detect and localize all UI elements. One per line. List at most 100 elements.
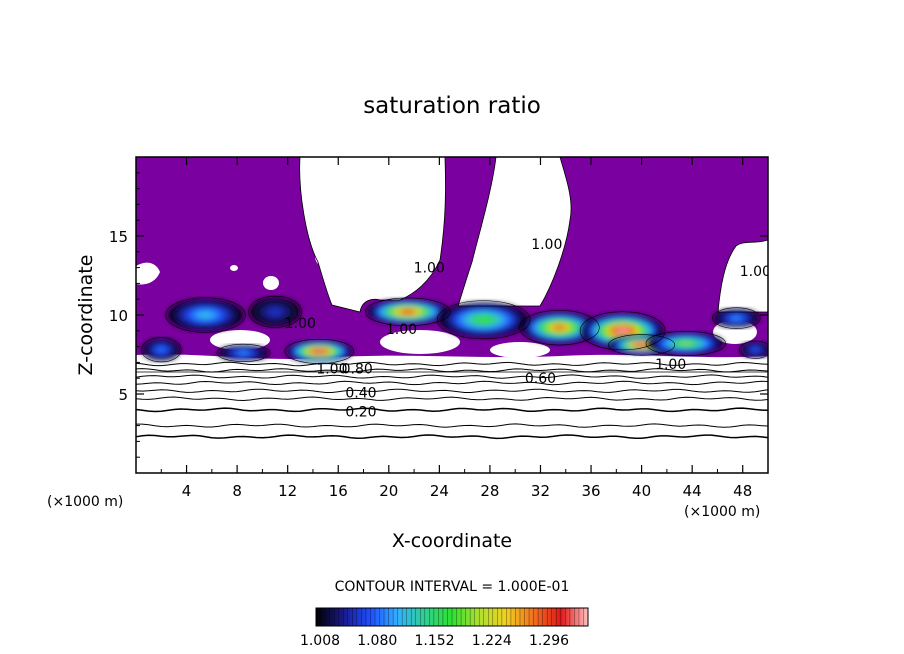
- blob-contour: [216, 343, 271, 362]
- blob-ring: [157, 347, 165, 352]
- x-tick-label: 24: [430, 482, 449, 500]
- blob-contour: [645, 330, 726, 356]
- x-tick-label: 48: [733, 482, 752, 500]
- colorbar-labels: 1.008 1.080 1.152 1.224 1.296: [300, 633, 569, 649]
- contour-label: 0.80: [342, 362, 373, 378]
- supersaturated-blob: [713, 308, 760, 328]
- colorbar-stripes: [320, 608, 584, 626]
- clear-air-patch: [490, 342, 550, 358]
- blob-contour: [519, 309, 600, 346]
- clear-air-patch: [136, 262, 160, 285]
- supersaturated-blob: [249, 297, 301, 327]
- blob-contour: [364, 297, 451, 327]
- supersaturated-blob: [167, 299, 244, 331]
- supersaturated-blob: [740, 341, 768, 358]
- supersaturated-blob: [142, 338, 181, 361]
- blob-ring: [752, 348, 759, 352]
- blob-contour: [436, 300, 531, 340]
- contour-line: [136, 423, 768, 428]
- clear-air-patch: [380, 330, 460, 354]
- x-tick-label: 20: [379, 482, 398, 500]
- contour-line: [136, 374, 768, 379]
- y-tick-label: 10: [109, 307, 128, 325]
- x-tick-label: 44: [683, 482, 702, 500]
- contour-label: 1.00: [531, 237, 562, 253]
- blob-ring: [552, 324, 567, 331]
- x-axis-label: X-coordinate: [392, 530, 512, 552]
- blob-ring: [400, 309, 416, 315]
- supersaturated-blob: [439, 302, 528, 338]
- contour-interval-text: CONTOUR INTERVAL = 1.000E-01: [335, 579, 570, 595]
- plot-area: 0.200.400.601.000.80 1.001.001.001.001.00…: [136, 157, 771, 473]
- supersaturated-blob: [286, 340, 353, 363]
- contour-label: 0.60: [525, 371, 556, 387]
- contour-label: 1.00: [386, 322, 417, 338]
- blob-contour: [579, 311, 666, 351]
- supersaturated-blob: [218, 345, 269, 361]
- y-axis-label: Z-coordinate: [75, 255, 97, 376]
- contour-line: [136, 388, 768, 393]
- x-tick-label: 36: [581, 482, 600, 500]
- blob-ring: [238, 351, 248, 355]
- x-tick-label: 28: [480, 482, 499, 500]
- supersaturated-blob: [647, 332, 724, 355]
- contour-line: [136, 368, 768, 373]
- blob-contour: [712, 307, 761, 329]
- y-tick-label: 5: [118, 386, 128, 404]
- contour-line: [136, 407, 768, 413]
- supersaturated-blob: [367, 299, 449, 325]
- contour-label: 1.00: [414, 261, 445, 277]
- x-tick-label: 4: [182, 482, 192, 500]
- contour-label: 1.00: [285, 316, 316, 332]
- colorbar-label: 1.080: [357, 633, 397, 649]
- contour-line: [136, 434, 768, 440]
- colorbar-label: 1.296: [529, 633, 569, 649]
- subsaturated-speck: [705, 192, 715, 202]
- contour-line: [136, 380, 768, 386]
- colorbar: 1.008 1.080 1.152 1.224 1.296: [300, 607, 589, 649]
- supersaturated-blob: [521, 311, 598, 344]
- blob-contour: [248, 295, 302, 328]
- blob-ring: [679, 341, 693, 346]
- blob-ring: [635, 343, 648, 347]
- x-tick-label: 8: [232, 482, 242, 500]
- colorbar-label: 1.224: [472, 633, 512, 649]
- x-unit-label-right: (×1000 m): [684, 504, 760, 520]
- blob-ring: [198, 312, 213, 318]
- blob-ring: [270, 309, 280, 315]
- colorbar-label: 1.008: [300, 633, 340, 649]
- blob-ring: [615, 327, 630, 334]
- x-tick-label: 40: [632, 482, 651, 500]
- x-axis: 4 8 12 16 20 24 28 32 36 40 44 48: [160, 157, 752, 500]
- blob-ring: [475, 316, 492, 323]
- contour-label: 1.00: [740, 264, 771, 280]
- blob-contour: [165, 297, 246, 333]
- contour-line: [136, 396, 768, 402]
- x-tick-label: 32: [531, 482, 550, 500]
- x-tick-label: 16: [329, 482, 348, 500]
- clear-air-patch: [263, 276, 279, 290]
- contour-label: 1.00: [316, 362, 347, 378]
- clear-air-patch: [230, 265, 238, 271]
- contour-labels: 0.200.400.601.000.80 1.001.001.001.001.00…: [285, 237, 771, 420]
- blob-ring: [313, 349, 326, 354]
- contour-line: [136, 361, 768, 367]
- blob-contour: [284, 338, 355, 364]
- blob-contour: [141, 337, 182, 363]
- contour-lines: [136, 157, 768, 440]
- y-axis: 5 10 15: [109, 172, 768, 458]
- x-unit-label-left: (×1000 m): [47, 494, 123, 510]
- contour-label: 0.20: [345, 404, 376, 420]
- colorbar-label: 1.152: [414, 633, 454, 649]
- y-tick-label: 15: [109, 228, 128, 246]
- saturation-contour: [136, 157, 768, 373]
- clear-air-patch: [315, 247, 327, 265]
- x-tick-label: 12: [278, 482, 297, 500]
- blob-contour: [739, 340, 768, 359]
- contour-label: 0.40: [345, 385, 376, 401]
- chart-title: saturation ratio: [363, 93, 541, 119]
- contour-label: 1.00: [655, 357, 686, 373]
- blob-ring: [732, 316, 741, 320]
- blob-contour: [608, 334, 676, 356]
